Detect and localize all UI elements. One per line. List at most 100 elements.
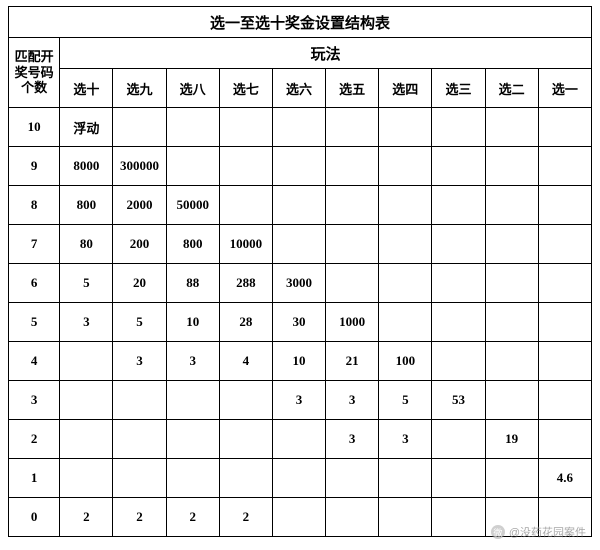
col-header: 选一 bbox=[538, 69, 591, 108]
cell: 4.6 bbox=[538, 459, 591, 498]
cell bbox=[272, 108, 325, 147]
cell bbox=[326, 147, 379, 186]
cell bbox=[272, 420, 325, 459]
cell bbox=[485, 303, 538, 342]
cell: 10000 bbox=[219, 225, 272, 264]
row-label: 4 bbox=[9, 342, 60, 381]
cell bbox=[113, 420, 166, 459]
row-label: 1 bbox=[9, 459, 60, 498]
cell bbox=[538, 303, 591, 342]
cell: 3 bbox=[326, 381, 379, 420]
cell bbox=[219, 381, 272, 420]
cell bbox=[432, 498, 485, 537]
cell: 3 bbox=[166, 342, 219, 381]
cell bbox=[485, 108, 538, 147]
cell: 80 bbox=[60, 225, 113, 264]
cell bbox=[166, 420, 219, 459]
cell bbox=[538, 264, 591, 303]
col-header: 选八 bbox=[166, 69, 219, 108]
cell bbox=[219, 459, 272, 498]
cell bbox=[379, 264, 432, 303]
cell bbox=[379, 498, 432, 537]
cell: 5 bbox=[379, 381, 432, 420]
cell bbox=[379, 459, 432, 498]
cell: 20 bbox=[113, 264, 166, 303]
watermark-text: @没药花园案件 bbox=[509, 524, 586, 540]
cell: 3000 bbox=[272, 264, 325, 303]
weibo-icon: 微 bbox=[491, 525, 505, 539]
table-row: 7 8020080010000 bbox=[9, 225, 592, 264]
cell bbox=[432, 342, 485, 381]
cell: 100 bbox=[379, 342, 432, 381]
cell bbox=[326, 498, 379, 537]
table-row: 2 3319 bbox=[9, 420, 592, 459]
group-header: 玩法 bbox=[60, 38, 592, 69]
cell bbox=[432, 459, 485, 498]
cell bbox=[272, 498, 325, 537]
cell bbox=[219, 420, 272, 459]
cell bbox=[538, 147, 591, 186]
cell: 53 bbox=[432, 381, 485, 420]
cell: 19 bbox=[485, 420, 538, 459]
cell bbox=[113, 108, 166, 147]
cell bbox=[326, 264, 379, 303]
column-header-row: 选十 选九 选八 选七 选六 选五 选四 选三 选二 选一 bbox=[9, 69, 592, 108]
cell bbox=[272, 147, 325, 186]
col-header: 选六 bbox=[272, 69, 325, 108]
cell bbox=[60, 420, 113, 459]
cell bbox=[60, 459, 113, 498]
cell: 3 bbox=[326, 420, 379, 459]
cell: 8000 bbox=[60, 147, 113, 186]
cell bbox=[166, 147, 219, 186]
cell bbox=[485, 459, 538, 498]
row-header-label: 匹配开奖号码个数 bbox=[9, 38, 60, 108]
cell: 2000 bbox=[113, 186, 166, 225]
row-label: 2 bbox=[9, 420, 60, 459]
cell bbox=[485, 342, 538, 381]
cell: 50000 bbox=[166, 186, 219, 225]
cell bbox=[166, 459, 219, 498]
cell: 200 bbox=[113, 225, 166, 264]
cell bbox=[538, 225, 591, 264]
row-label: 9 bbox=[9, 147, 60, 186]
cell bbox=[432, 225, 485, 264]
table-title: 选一至选十奖金设置结构表 bbox=[9, 7, 592, 38]
cell bbox=[60, 342, 113, 381]
table-row: 5 351028301000 bbox=[9, 303, 592, 342]
cell: 10 bbox=[272, 342, 325, 381]
cell bbox=[113, 459, 166, 498]
cell bbox=[166, 381, 219, 420]
cell: 2 bbox=[166, 498, 219, 537]
row-label: 7 bbox=[9, 225, 60, 264]
row-label: 0 bbox=[9, 498, 60, 537]
cell bbox=[432, 186, 485, 225]
cell bbox=[379, 225, 432, 264]
cell bbox=[219, 108, 272, 147]
row-label: 6 bbox=[9, 264, 60, 303]
cell bbox=[326, 459, 379, 498]
cell bbox=[326, 225, 379, 264]
cell bbox=[485, 264, 538, 303]
table-row: 3 33553 bbox=[9, 381, 592, 420]
cell bbox=[485, 186, 538, 225]
col-header: 选九 bbox=[113, 69, 166, 108]
table-row: 1 4.6 bbox=[9, 459, 592, 498]
cell bbox=[432, 303, 485, 342]
cell: 浮动 bbox=[60, 108, 113, 147]
cell: 2 bbox=[113, 498, 166, 537]
col-header: 选五 bbox=[326, 69, 379, 108]
row-label: 5 bbox=[9, 303, 60, 342]
cell: 3 bbox=[113, 342, 166, 381]
table-row: 4 3341021100 bbox=[9, 342, 592, 381]
cell bbox=[326, 108, 379, 147]
row-label: 3 bbox=[9, 381, 60, 420]
cell: 300000 bbox=[113, 147, 166, 186]
table-row: 9 8000300000 bbox=[9, 147, 592, 186]
cell: 2 bbox=[60, 498, 113, 537]
table-row: 10 浮动 bbox=[9, 108, 592, 147]
table-row: 6 520882883000 bbox=[9, 264, 592, 303]
cell bbox=[485, 147, 538, 186]
cell: 21 bbox=[326, 342, 379, 381]
cell bbox=[379, 186, 432, 225]
cell: 5 bbox=[60, 264, 113, 303]
